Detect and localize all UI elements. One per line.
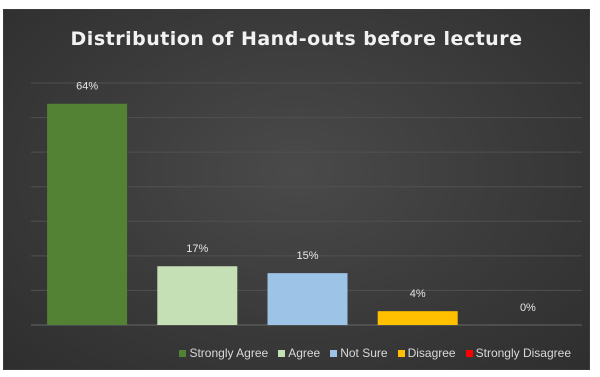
data-label-strongly-disagree: 0% [520,302,536,314]
bar-strongly-agree [47,103,128,325]
legend-label: Strongly Agree [189,346,269,360]
chart-title: Distribution of Hand-outs before lecture [70,28,523,50]
data-label-disagree: 4% [410,288,426,300]
data-label-not-sure: 15% [296,250,318,262]
legend-label: Strongly Disagree [475,346,571,360]
chart-area: Distribution of Hand-outs before lecture… [3,9,590,370]
legend-label: Disagree [407,346,456,360]
legend-swatch [465,349,473,357]
legend-item-not-sure: Not Sure [330,346,388,360]
legend-swatch [278,349,286,357]
bar-agree [157,266,238,325]
legend-swatch [397,349,405,357]
legend-swatch [179,349,187,357]
legend-item-strongly-agree: Strongly Agree [179,346,268,360]
legend-item-strongly-disagree: Strongly Disagree [465,346,571,360]
legend-label: Not Sure [340,346,388,360]
bar-disagree [377,311,458,325]
data-label-strongly-agree: 64% [76,81,98,93]
data-label-agree: 17% [186,243,208,255]
bar-not-sure [267,273,348,325]
legend-swatch [330,349,338,357]
legend: Strongly Agree Agree Not Sure Disagree Stron… [4,346,589,360]
chart-plot: 64% 17% 15% 4% 0% [31,81,582,326]
legend-item-disagree: Disagree [397,346,456,360]
legend-label: Agree [288,346,321,360]
legend-item-agree: Agree [278,346,320,360]
